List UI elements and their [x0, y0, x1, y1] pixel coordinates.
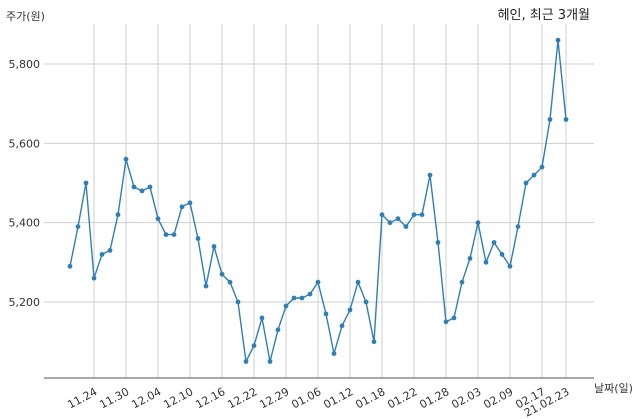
price-point	[331, 351, 337, 356]
price-point	[395, 216, 401, 222]
x-tick-label: 11.24	[65, 385, 99, 411]
price-point	[451, 315, 457, 321]
price-point	[107, 248, 113, 253]
x-tick-label: 12.10	[161, 385, 195, 411]
price-point	[291, 295, 297, 301]
price-point	[323, 311, 329, 317]
price-point	[267, 359, 273, 364]
price-point	[427, 172, 433, 178]
price-point	[147, 184, 153, 190]
price-point	[243, 359, 249, 364]
price-point	[507, 263, 513, 269]
series-layer	[67, 37, 569, 364]
price-point	[83, 180, 89, 186]
price-point	[307, 291, 313, 297]
axis-layer: 5,200 5,400 5,600 5,800 11.2411.3012.0412.10…	[9, 58, 594, 419]
y-tick-label: 5,800	[9, 58, 41, 71]
price-point	[467, 256, 473, 261]
price-point	[483, 259, 489, 265]
x-tick-label: 01.18	[353, 385, 387, 411]
price-point	[123, 156, 129, 162]
price-point	[531, 172, 537, 178]
x-tick-label: 01.28	[417, 385, 451, 411]
x-tick-label: 12.22	[225, 385, 259, 411]
x-tick-label: 01.12	[321, 385, 355, 411]
price-point	[275, 327, 281, 333]
x-tick-label: 01.06	[289, 385, 323, 411]
price-point	[115, 212, 121, 218]
price-point	[163, 232, 169, 238]
price-point	[299, 295, 305, 301]
x-tick-label: 12.29	[257, 385, 291, 411]
price-point	[435, 240, 441, 245]
price-point	[547, 117, 553, 122]
price-point	[219, 271, 225, 277]
price-point	[283, 303, 289, 309]
price-point	[371, 339, 377, 345]
price-point	[515, 224, 521, 230]
price-point	[459, 279, 465, 285]
x-tick-label: 01.22	[385, 385, 419, 411]
x-tick-label: 02.09	[481, 385, 515, 411]
price-point	[491, 240, 497, 245]
price-point	[555, 37, 561, 43]
price-point	[347, 307, 353, 313]
price-point	[91, 275, 97, 281]
price-point	[387, 220, 393, 226]
price-point	[179, 204, 185, 210]
price-point	[139, 188, 145, 194]
price-point	[259, 315, 265, 321]
price-point	[203, 283, 209, 289]
chart-title: 헤인, 최근 3개월	[498, 8, 590, 23]
x-tick-label: 12.04	[129, 385, 163, 411]
price-point	[187, 200, 193, 206]
price-point	[171, 232, 177, 238]
y-axis-title: 주가(원)	[6, 10, 45, 23]
price-point	[339, 323, 345, 329]
price-point	[419, 212, 425, 218]
price-point	[315, 279, 321, 285]
price-point	[251, 343, 257, 348]
price-point	[75, 224, 81, 230]
y-tick-label: 5,600	[9, 137, 41, 150]
price-point	[67, 263, 73, 269]
price-point	[499, 252, 505, 257]
price-point	[403, 224, 409, 230]
x-axis-title: 날짜(일)	[594, 381, 633, 395]
price-point	[411, 212, 417, 218]
price-point	[99, 252, 105, 257]
price-point	[379, 212, 385, 218]
grid-layer	[44, 24, 594, 378]
y-tick-label: 5,200	[9, 296, 41, 309]
price-point	[363, 299, 369, 305]
price-point	[195, 236, 201, 241]
x-tick-label: 02.03	[449, 385, 483, 411]
price-point	[355, 279, 361, 285]
price-point	[131, 184, 137, 190]
price-point	[227, 279, 233, 285]
price-point	[155, 216, 161, 222]
price-point	[523, 180, 529, 186]
price-point	[235, 299, 241, 305]
price-point	[475, 220, 481, 226]
x-tick-label: 11.30	[97, 385, 131, 411]
y-tick-label: 5,400	[9, 217, 41, 230]
price-point	[211, 244, 217, 249]
x-tick-label: 12.16	[193, 385, 227, 411]
price-point	[563, 117, 569, 122]
price-point	[443, 319, 449, 325]
price-point	[539, 164, 545, 170]
